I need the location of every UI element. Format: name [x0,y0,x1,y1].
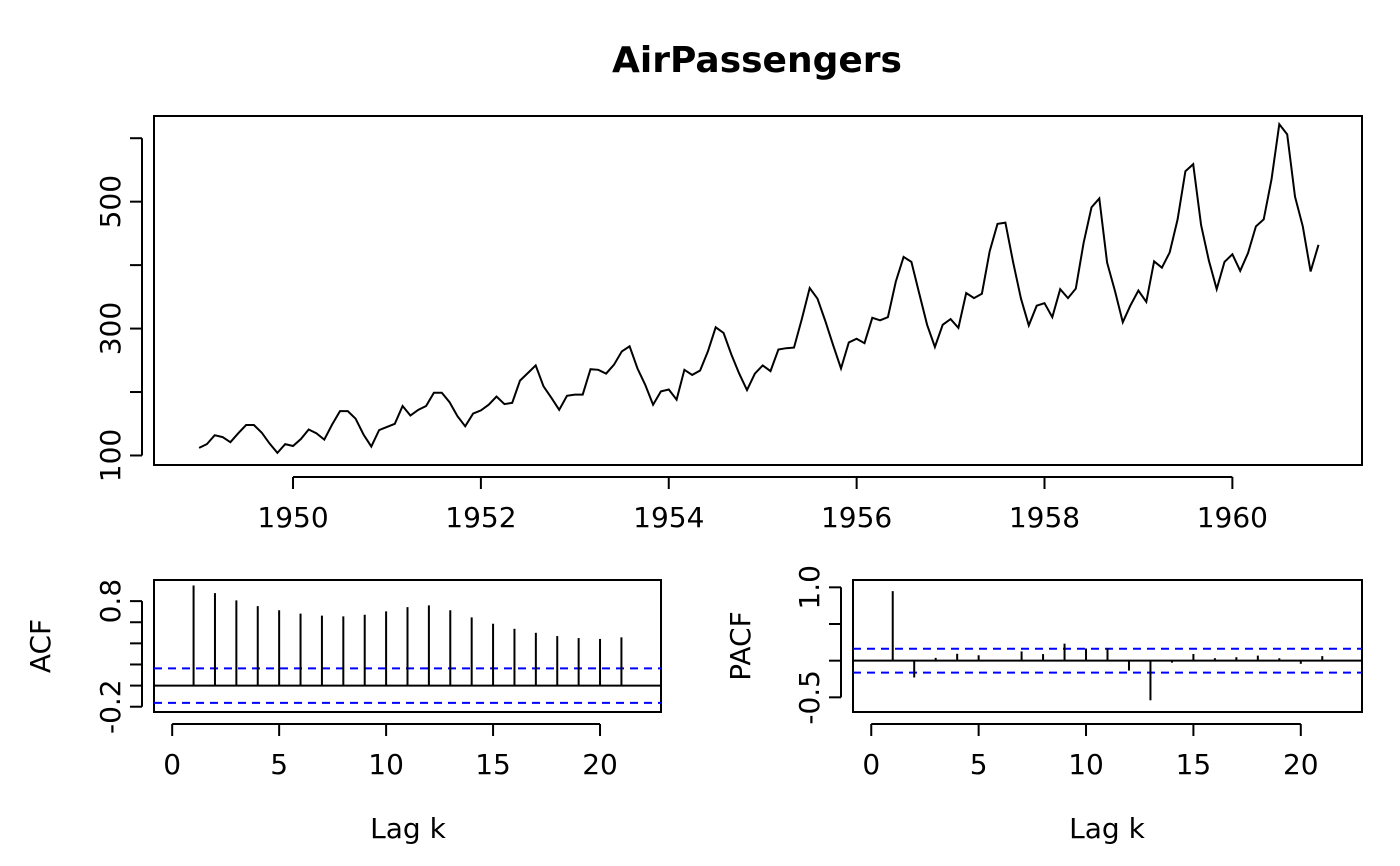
acf-x-tick-label: 10 [368,748,404,781]
pacf-x-axis-label: Lag k [1069,812,1145,845]
pacf-y-tick-label: -0.5 [793,670,826,725]
acf-x-tick-label: 20 [582,748,618,781]
series-y-tick-label: 100 [94,429,127,482]
pacf-x-tick-label: 5 [970,748,988,781]
pacf-plot-frame [852,579,1363,713]
series-line [198,121,1320,455]
acf-y-tick-label: -0.2 [94,679,127,734]
acf-x-axis-label: Lag k [370,812,446,845]
pacf-x-tick-label: 10 [1068,748,1104,781]
time-series-panel: AirPassengers 1950 1952 1954 1956 1958 1960 1… [94,40,1363,534]
series-x-tick-label: 1956 [821,501,892,534]
acf-x-tick-label: 5 [270,748,288,781]
pacf-marks [853,591,1362,701]
acf-y-axis: -0.2 0.8 [94,579,143,734]
series-y-tick-label: 500 [94,175,127,228]
acf-x-tick-label: 15 [475,748,511,781]
series-x-tick-label: 1952 [445,501,516,534]
pacf-panel: 0 5 10 15 20 -0.5 1.0 Lag k PACF [724,565,1363,845]
series-y-tick-label: 300 [94,302,127,355]
acf-y-axis-label: ACF [24,619,57,673]
series-x-tick-label: 1960 [1197,501,1268,534]
pacf-x-axis: 0 5 10 15 20 [862,723,1319,781]
acf-y-tick-label: 0.8 [94,579,127,624]
pacf-y-tick-label: 1.0 [793,565,826,610]
series-x-axis: 1950 1952 1954 1956 1958 1960 [257,476,1268,534]
pacf-y-axis-label: PACF [724,611,757,680]
acf-x-tick-label: 0 [163,748,181,781]
series-plot-frame [153,115,1363,466]
chart-title: AirPassengers [612,40,902,81]
series-x-tick-label: 1954 [633,501,704,534]
pacf-x-tick-label: 20 [1283,748,1319,781]
series-x-tick-label: 1958 [1009,501,1080,534]
acf-plot-frame [153,579,662,713]
series-y-axis: 100 300 500 [94,137,143,482]
pacf-y-axis: -0.5 1.0 [793,565,842,725]
pacf-x-tick-label: 15 [1176,748,1212,781]
pacf-x-tick-label: 0 [862,748,880,781]
acf-panel: 0 5 10 15 20 -0.2 0.8 Lag k ACF [24,579,662,845]
acf-x-axis: 0 5 10 15 20 [163,723,618,781]
series-x-tick-label: 1950 [257,501,328,534]
acf-marks [154,585,661,704]
